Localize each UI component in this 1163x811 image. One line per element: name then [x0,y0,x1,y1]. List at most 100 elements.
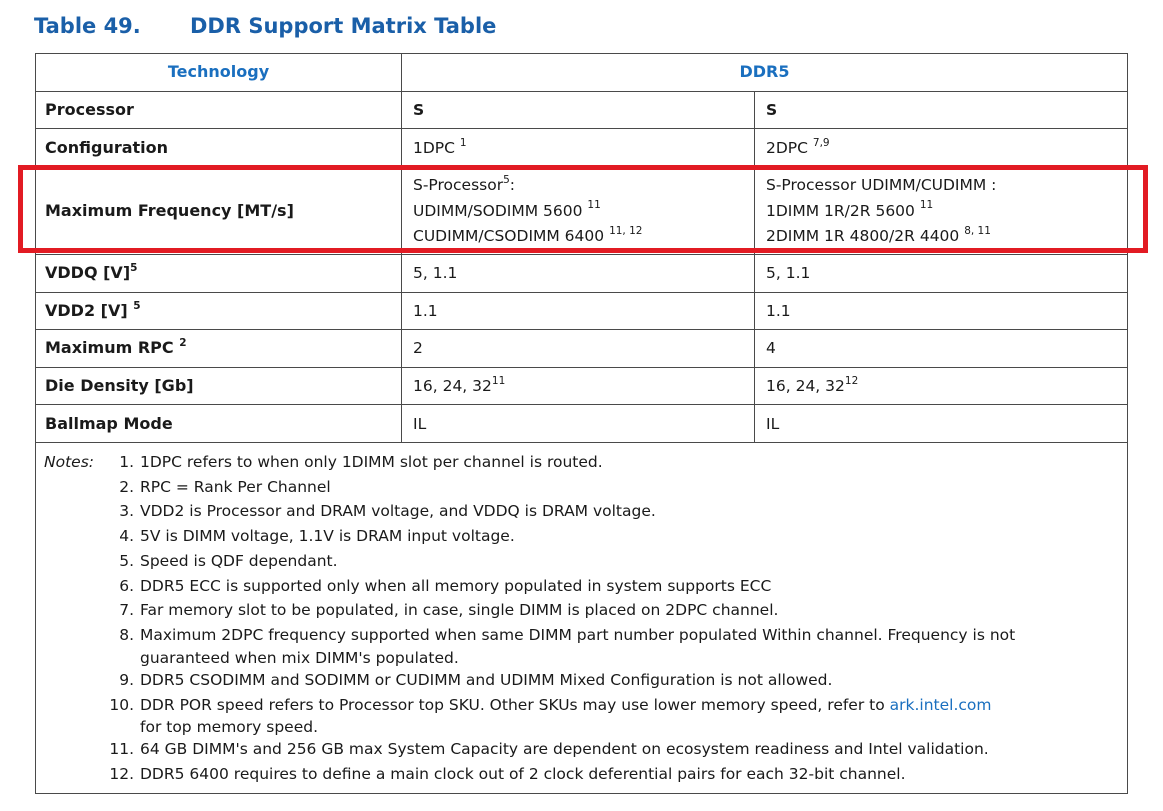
configuration-2dpc: 2DPC 7,9 [766,136,830,160]
row-divider [36,442,1127,443]
note-number: 1. [119,453,134,471]
configuration-value: 2DPC [766,139,808,157]
note-item: 11. 64 GB DIMM's and 256 GB max System Ca… [104,737,988,762]
frequency-text: CUDIMM/CSODIMM 6400 [413,227,610,245]
frequency-text: S-Processor UDIMM/CUDIMM : [766,176,997,194]
frequency-line: S-Processor5: [413,173,642,197]
note-text: DDR5 CSODIMM and SODIMM or CUDIMM and UD… [140,671,833,689]
vdd2-2dpc: 1.1 [766,302,791,320]
note-text: 1DPC refers to when only 1DIMM slot per … [140,453,603,471]
note-number: 12. [109,764,134,783]
label-text: VDDQ [V] [45,263,131,282]
die-density-2dpc: 16, 24, 3212 [766,374,858,398]
row-label-ballmap-mode: Ballmap Mode [45,414,173,433]
note-number: 5. [119,551,134,570]
note-number: 2. [119,477,134,496]
note-item: 9. DDR5 CSODIMM and SODIMM or CUDIMM and … [104,668,832,693]
note-item: 5. Speed is QDF dependant. [104,549,338,574]
note-item: 12. DDR5 6400 requires to define a main c… [104,762,906,787]
footnote-ref: 2 [179,336,187,349]
header-technology: Technology [167,62,270,81]
ark-intel-link[interactable]: ark.intel.com [889,695,992,714]
max-frequency-1dpc: S-Processor5: UDIMM/SODIMM 5600 11 CUDIM… [413,173,642,248]
frequency-text: S-Processor [413,176,504,194]
footnote-ref: 5 [133,299,141,312]
row-divider [36,404,1127,405]
die-density-1dpc: 16, 24, 3211 [413,374,505,398]
note-number: 8. [119,625,134,644]
frequency-text: 1DIMM 1R/2R 5600 [766,201,920,220]
row-label-max-rpc: Maximum RPC 2 [45,336,187,360]
note-text: Speed is QDF dependant. [140,551,338,570]
footnote-ref: 5 [503,173,510,186]
note-item: 1. 1DPC refers to when only 1DIMM slot pe… [104,450,603,475]
vddq-2dpc: 5, 1.1 [766,264,811,282]
row-divider [36,292,1127,293]
footnote-ref: 12 [844,374,859,387]
note-text: DDR POR speed refers to Processor top SK… [140,695,890,714]
row-label-max-frequency: Maximum Frequency [MT/s] [45,201,294,220]
row-divider [36,254,1127,255]
footnote-ref: 11 [587,199,601,212]
note-item: 3. VDD2 is Processor and DRAM voltage, an… [104,499,656,524]
row-divider [36,128,1127,129]
footnote-ref: 11, 12 [609,224,643,237]
note-number: 11. [109,740,134,758]
footnote-ref: 7,9 [812,136,830,149]
footnote-ref: 5 [130,261,138,274]
configuration-1dpc: 1DPC 1 [413,136,467,160]
table-title: Table 49. DDR Support Matrix Table [34,14,496,38]
row-label-vdd2: VDD2 [V] 5 [45,299,141,323]
frequency-text: 2DIMM 1R 4800/2R 4400 [766,227,965,245]
density-value: 16, 24, 32 [413,377,492,395]
notes-label: Notes: [44,453,94,471]
row-label-processor: Processor [45,100,134,119]
note-number: 4. [119,527,134,546]
label-text: VDD2 [V] [45,301,134,320]
note-text: DDR5 6400 requires to define a main cloc… [140,764,906,783]
row-divider [36,329,1127,330]
ballmap-2dpc: IL [766,415,780,433]
note-continuation: guaranteed when mix DIMM's populated. [140,648,459,667]
footnote-ref: 11 [919,199,934,212]
max-frequency-2dpc: S-Processor UDIMM/CUDIMM : 1DIMM 1R/2R 5… [766,173,996,248]
note-item: 2. RPC = Rank Per Channel [104,475,331,500]
note-item: 10. DDR POR speed refers to Processor top… [104,693,992,738]
ddr-support-table: Technology DDR5 Processor S S Configurat… [35,53,1128,794]
column-divider-2 [754,91,755,442]
frequency-colon: : [509,176,516,194]
note-number: 9. [119,671,134,689]
footnote-ref: 1 [459,136,467,149]
row-label-configuration: Configuration [45,138,169,157]
ballmap-1dpc: IL [413,415,427,433]
density-value: 16, 24, 32 [766,377,845,395]
note-item: 4. 5V is DIMM voltage, 1.1V is DRAM input… [104,524,515,549]
note-continuation: for top memory speed. [140,718,319,737]
note-number: 3. [119,502,134,521]
max-rpc-1dpc: 2 [413,339,423,357]
processor-2dpc: S [766,101,778,119]
row-label-vddq: VDDQ [V]5 [45,261,137,285]
note-number: 10. [109,695,134,714]
note-item: 7. Far memory slot to be populated, in ca… [104,598,778,623]
frequency-line: 1DIMM 1R/2R 5600 11 [766,199,996,223]
frequency-text: UDIMM/SODIMM 5600 [413,201,588,220]
vdd2-1dpc: 1.1 [413,302,438,320]
frequency-line: S-Processor UDIMM/CUDIMM : [766,173,996,197]
note-item: 8. Maximum 2DPC frequency supported when … [104,623,1015,668]
row-divider [36,367,1127,368]
note-text: VDD2 is Processor and DRAM voltage, and … [140,502,656,521]
row-divider [36,91,1127,92]
frequency-line: UDIMM/SODIMM 5600 11 [413,199,642,223]
note-text: Maximum 2DPC frequency supported when sa… [140,625,1016,644]
configuration-value: 1DPC [413,139,455,157]
note-item: 6. DDR5 ECC is supported only when all me… [104,574,771,599]
footnote-ref: 8, 11 [964,224,991,237]
highlight-box [18,165,1148,253]
frequency-line: 2DIMM 1R 4800/2R 4400 8, 11 [766,224,996,248]
footnote-ref: 11 [491,374,506,387]
header-ddr5: DDR5 [739,62,790,81]
table-caption: DDR Support Matrix Table [190,14,497,38]
processor-1dpc: S [413,101,425,119]
vddq-1dpc: 5, 1.1 [413,264,458,282]
